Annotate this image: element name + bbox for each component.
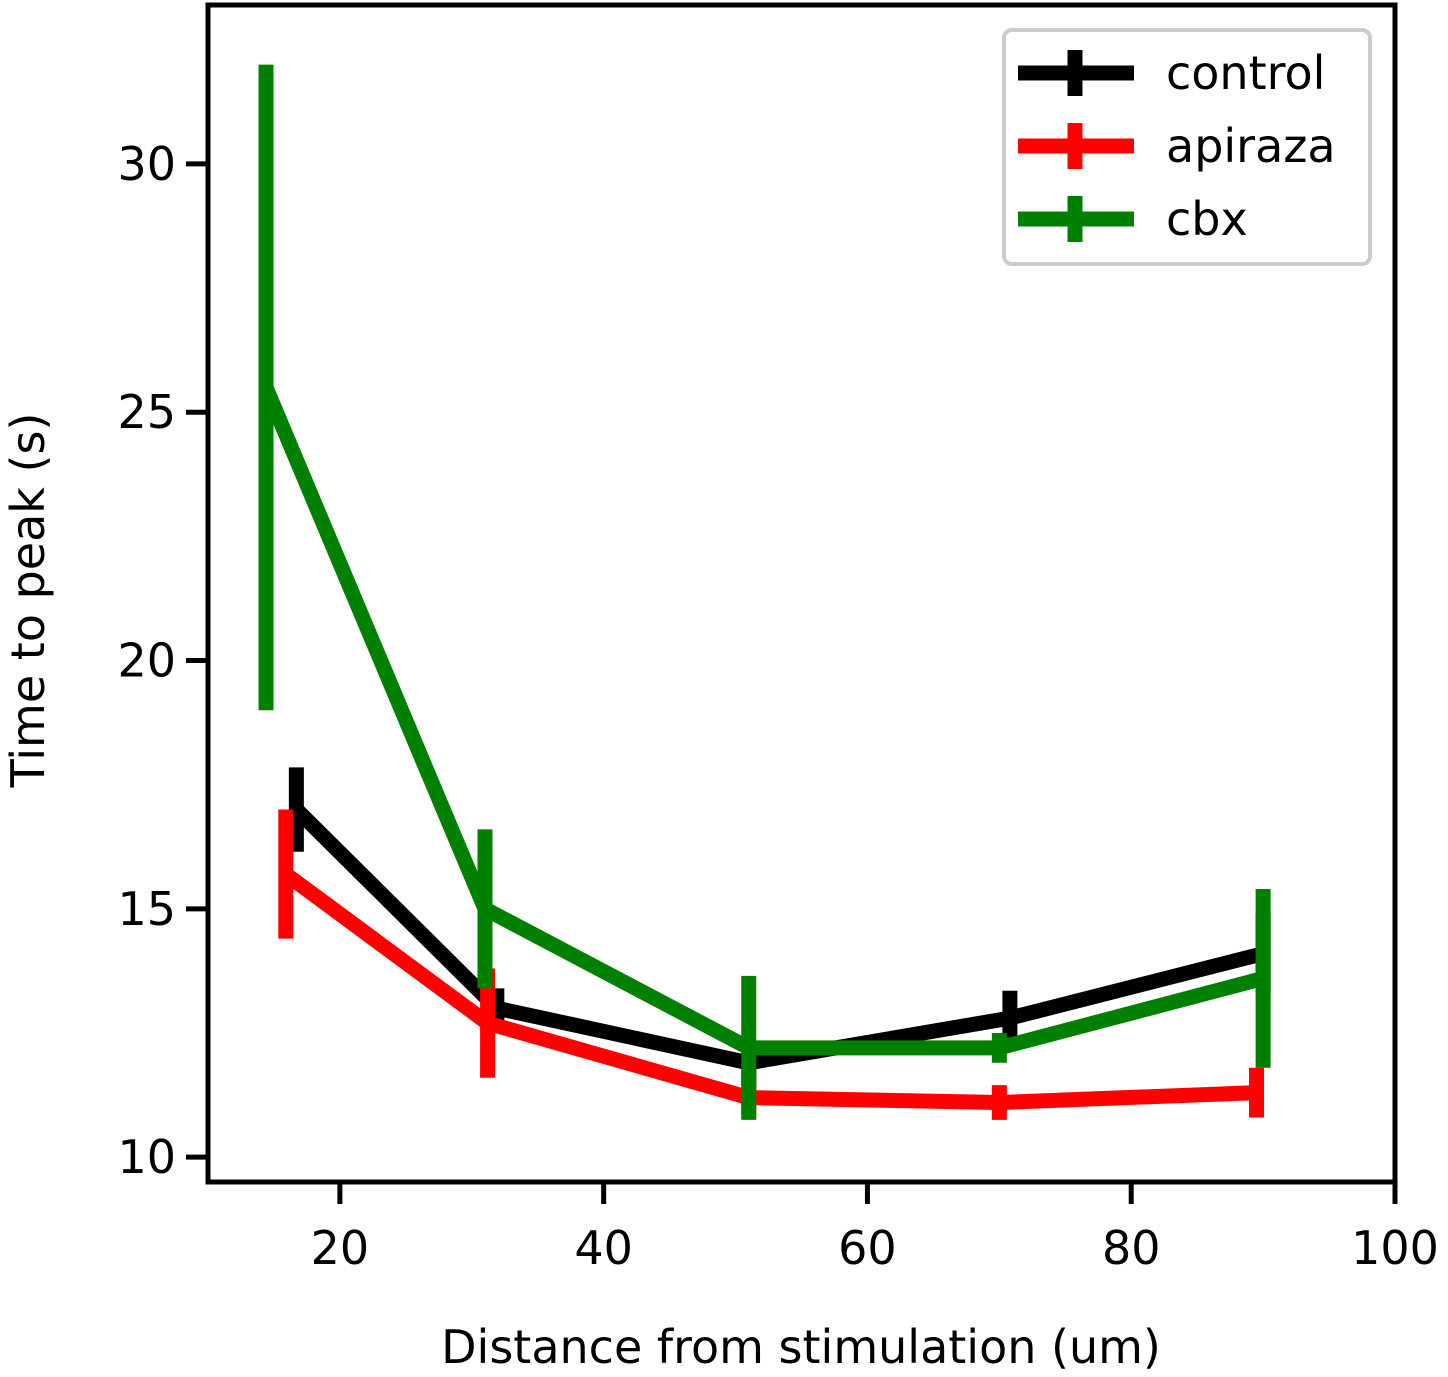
y-axis-label: Time to peak (s)	[1, 413, 55, 789]
series-line-control	[291, 804, 1265, 1071]
y-tick-label: 30	[117, 137, 176, 191]
y-tick-label: 20	[117, 634, 176, 688]
series-line-cbx	[259, 384, 1266, 1056]
x-tick-label: 100	[1351, 1221, 1439, 1275]
x-axis-label: Distance from stimulation (um)	[441, 1320, 1161, 1374]
legend-item-cbx: cbx	[1018, 192, 1248, 246]
legend-item-control: control	[1018, 46, 1325, 100]
plot-frame	[205, 2, 1398, 1185]
legend-label: control	[1166, 46, 1325, 100]
y-tick-label: 10	[117, 1130, 176, 1184]
y-tick-label: 25	[117, 385, 176, 439]
x-tick-label: 20	[311, 1221, 370, 1275]
x-tick-label: 40	[574, 1221, 633, 1275]
series-apiraza	[278, 809, 1265, 1120]
legend-label: apiraza	[1166, 119, 1336, 173]
legend-label: cbx	[1166, 192, 1248, 246]
x-tick-label: 60	[838, 1221, 897, 1275]
legend-item-apiraza: apiraza	[1018, 119, 1336, 173]
legend: control apiraza cbx	[1002, 28, 1372, 266]
legend-box	[1002, 28, 1372, 266]
x-axis: 20 40 60 80 100	[311, 1182, 1439, 1275]
y-axis: 10 15 20 25 30	[117, 137, 208, 1184]
series-cbx	[258, 64, 1271, 1120]
series-layer	[258, 64, 1271, 1120]
x-tick-label: 80	[1102, 1221, 1161, 1275]
y-tick-label: 15	[117, 882, 176, 936]
